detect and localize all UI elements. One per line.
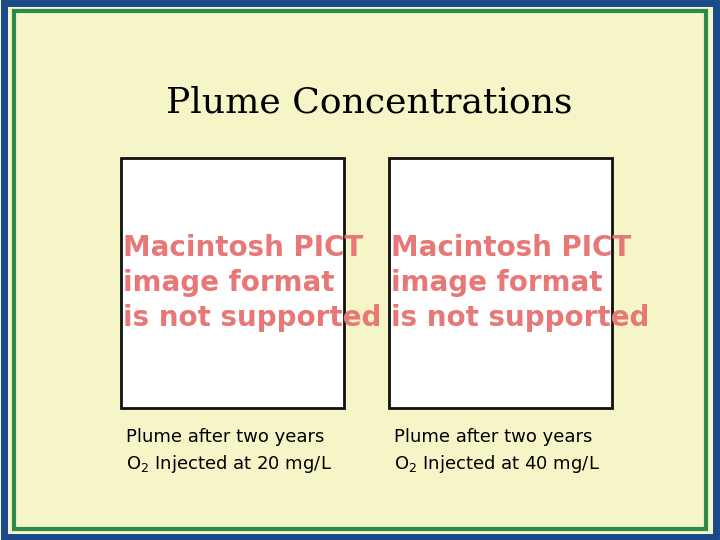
- Text: Macintosh PICT
image format
is not supported: Macintosh PICT image format is not suppo…: [392, 234, 649, 332]
- Text: $\mathrm{O_2}$ Injected at 20 mg/L: $\mathrm{O_2}$ Injected at 20 mg/L: [126, 453, 332, 475]
- Text: Plume after two years: Plume after two years: [394, 428, 593, 446]
- Text: Plume after two years: Plume after two years: [126, 428, 325, 446]
- Text: Plume Concentrations: Plume Concentrations: [166, 85, 572, 119]
- FancyBboxPatch shape: [389, 158, 612, 408]
- Text: $\mathrm{O_2}$ Injected at 40 mg/L: $\mathrm{O_2}$ Injected at 40 mg/L: [394, 453, 600, 475]
- FancyBboxPatch shape: [121, 158, 344, 408]
- Text: Macintosh PICT
image format
is not supported: Macintosh PICT image format is not suppo…: [124, 234, 382, 332]
